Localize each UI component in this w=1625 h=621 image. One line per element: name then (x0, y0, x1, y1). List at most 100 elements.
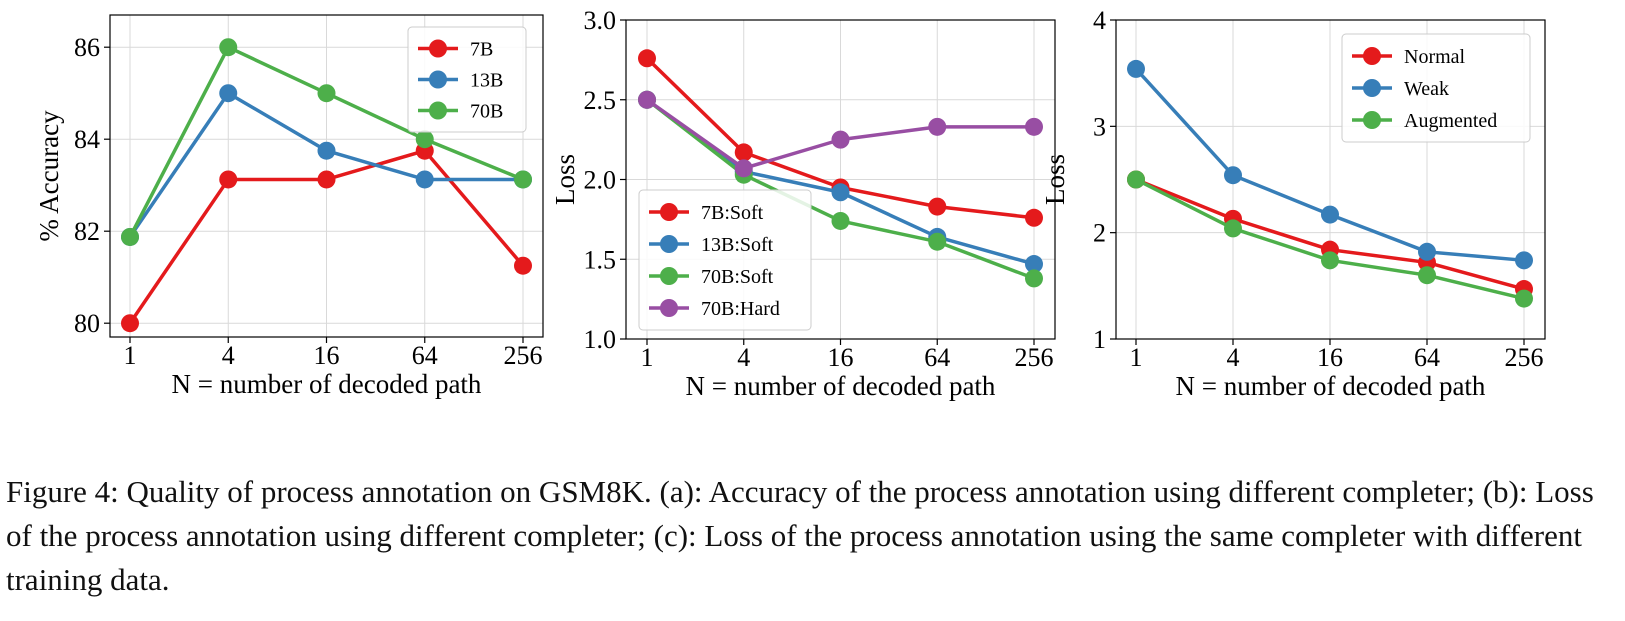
data-point-70b (219, 38, 238, 57)
data-point-7b-soft (1025, 208, 1043, 227)
y-tick-label: 2.0 (584, 166, 617, 195)
data-point-13b-soft (1025, 255, 1043, 274)
figure-charts: 1 4 16 64 256 80 82 84 86 N = number of decoded p… (34, 6, 1546, 401)
x-axis-label: N = number of decoded path (172, 369, 482, 399)
x-tick-label: 256 (1505, 343, 1544, 372)
data-point-7b-soft (734, 143, 753, 162)
x-tick-label: 16 (314, 341, 340, 370)
legend-label: 13B:Soft (701, 234, 774, 256)
data-point-70b-soft (831, 211, 850, 230)
y-tick-label: 2 (1093, 219, 1106, 248)
legend-marker-weak (1363, 79, 1381, 97)
data-point-augmented (1224, 219, 1242, 238)
x-axis-label: N = number of decoded path (686, 371, 996, 401)
x-tick-label: 1 (124, 341, 137, 370)
legend-marker-normal (1363, 47, 1381, 65)
x-tick-label: 4 (737, 343, 750, 372)
x-axis-label: N = number of decoded path (1176, 371, 1486, 401)
data-point-weak (1224, 166, 1242, 185)
legend-marker-13b-soft (660, 235, 678, 253)
data-point-13b (415, 170, 434, 189)
x-tick-label: 64 (412, 341, 438, 370)
data-point-70b-soft (928, 232, 947, 251)
data-point-70b-hard (734, 159, 753, 178)
legend-label: 70B:Soft (701, 266, 774, 288)
x-tick-label: 1 (641, 343, 654, 372)
y-tick-label: 3.0 (584, 6, 617, 35)
x-tick-label: 64 (924, 343, 950, 372)
data-point-7b-soft (928, 197, 947, 216)
legend-label: 70B:Hard (701, 298, 780, 320)
data-point-70b (317, 84, 336, 103)
data-point-weak (1321, 205, 1339, 224)
x-tick-label: 256 (1015, 343, 1054, 372)
y-tick-label: 86 (74, 33, 100, 62)
legend-label: Normal (1404, 46, 1466, 68)
data-point-augmented (1321, 251, 1339, 270)
x-tick-label: 16 (828, 343, 854, 372)
data-point-70b-soft (1025, 269, 1043, 288)
data-point-7b (121, 314, 139, 333)
legend-box (638, 189, 812, 331)
chart-panel-b: 1 4 16 64 256 1.0 1.5 2.0 2.5 3.0 N = number of de… (550, 6, 1056, 401)
data-point-13b (219, 84, 238, 103)
y-axis-label: % Accuracy (34, 110, 64, 242)
x-tick-label: 4 (1227, 343, 1240, 372)
legend-box (1341, 33, 1531, 143)
legend-label: 13B (470, 70, 503, 92)
y-tick-label: 84 (74, 125, 100, 154)
legend-marker-7b (429, 39, 447, 58)
data-point-70b-hard (638, 90, 656, 109)
figure-caption: Figure 4: Quality of process annotation … (6, 474, 1594, 597)
legend: 7B:Soft 13B:Soft 70B:Soft 70B:Hard (638, 189, 812, 331)
y-axis-label: Loss (1040, 154, 1070, 205)
y-tick-label: 3 (1093, 112, 1106, 141)
data-point-7b (219, 170, 238, 189)
data-point-70b (415, 130, 434, 149)
y-tick-label: 2.5 (584, 86, 617, 115)
legend-marker-7b-soft (660, 203, 678, 221)
data-point-70b-hard (831, 130, 850, 149)
x-tick-label: 64 (1414, 343, 1440, 372)
legend-label: 7B:Soft (701, 202, 764, 224)
data-point-70b-hard (1025, 117, 1043, 136)
x-tick-label: 16 (1317, 343, 1343, 372)
y-tick-label: 4 (1093, 6, 1106, 35)
legend-marker-augmented (1363, 111, 1381, 129)
data-point-7b (317, 170, 336, 189)
legend-label: Augmented (1404, 110, 1497, 132)
legend-label: Weak (1404, 78, 1449, 100)
chart-panel-a: 1 4 16 64 256 80 82 84 86 N = number of decoded p… (34, 14, 544, 399)
data-point-weak (1515, 251, 1533, 270)
legend-marker-70b-hard (660, 299, 678, 317)
y-tick-label: 82 (74, 217, 100, 246)
legend: Normal Weak Augmented (1341, 33, 1531, 143)
x-tick-label: 1 (1130, 343, 1143, 372)
data-point-augmented (1418, 266, 1436, 285)
data-point-weak (1127, 59, 1145, 78)
x-tick-label: 4 (222, 341, 235, 370)
legend-marker-70b-soft (660, 267, 678, 285)
y-tick-label: 1 (1093, 325, 1106, 354)
data-point-70b-hard (928, 117, 947, 136)
data-point-70b (514, 170, 532, 189)
data-point-augmented (1127, 170, 1145, 189)
y-tick-label: 1.5 (584, 245, 617, 274)
data-point-7b (514, 256, 532, 275)
x-tick-label: 256 (504, 341, 543, 370)
data-point-7b-soft (638, 49, 656, 68)
legend-marker-13b (429, 70, 447, 89)
legend-label: 70B (470, 101, 503, 123)
legend-marker-70b (429, 101, 447, 120)
y-tick-label: 80 (74, 309, 100, 338)
data-point-13b-soft (831, 183, 850, 202)
y-tick-label: 1.0 (584, 325, 617, 354)
y-axis-label: Loss (550, 154, 580, 205)
data-point-weak (1418, 242, 1436, 261)
data-point-70b (121, 227, 139, 246)
data-point-13b (317, 141, 336, 160)
data-point-augmented (1515, 289, 1533, 308)
legend-label: 7B (470, 39, 493, 61)
legend: 7B 13B 70B (407, 26, 527, 133)
